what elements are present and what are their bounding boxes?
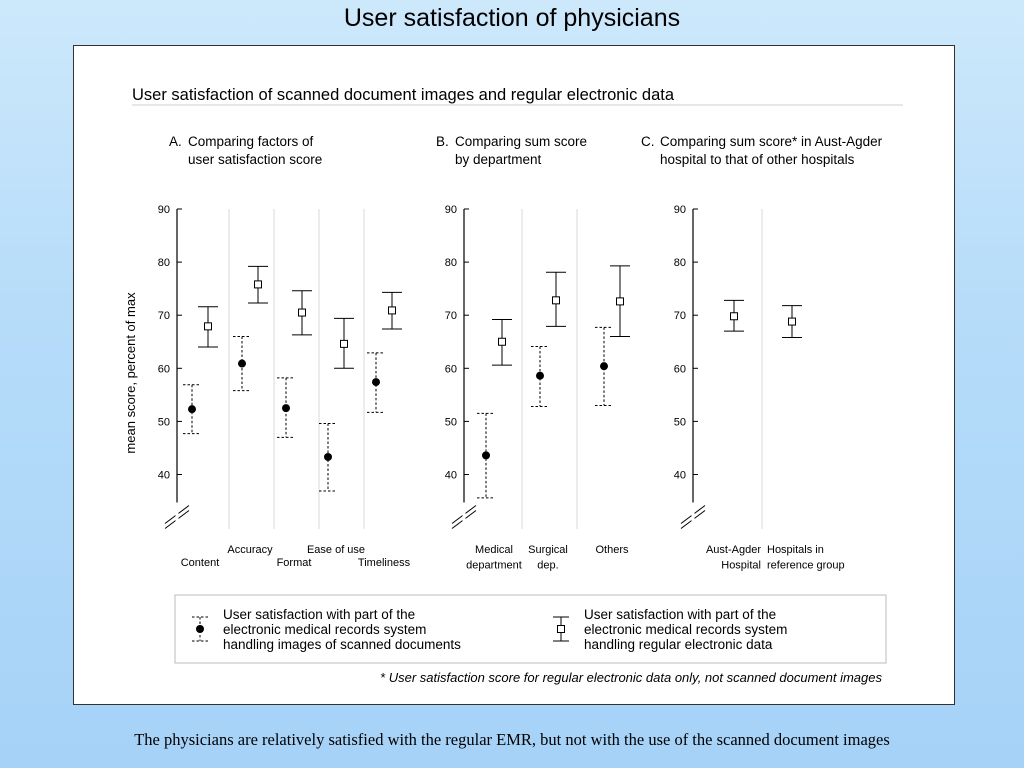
panel-letter: B. xyxy=(436,134,449,149)
category-label: Medical xyxy=(475,544,513,556)
y-tick-label: 80 xyxy=(158,257,170,269)
category-label: Content xyxy=(181,557,220,569)
panel-title-line: hospital to that of other hospitals xyxy=(660,152,855,167)
y-tick-label: 50 xyxy=(158,416,170,428)
y-tick-label: 60 xyxy=(445,363,457,375)
panel-title-line: Comparing sum score xyxy=(455,134,587,149)
y-tick-label: 90 xyxy=(158,204,170,216)
legend-regular-marker xyxy=(557,625,565,633)
scanned-mean-marker xyxy=(282,404,290,413)
legend-regular-text: handling regular electronic data xyxy=(584,637,773,652)
category-label: Hospitals in xyxy=(767,544,824,556)
regular-mean-marker xyxy=(340,339,348,348)
y-tick-label: 50 xyxy=(674,416,686,428)
category-label: department xyxy=(466,560,522,572)
scanned-mean-marker xyxy=(324,452,332,461)
chart-panel-2: B. Comparing sum score by department 40 50 60… xyxy=(436,134,630,572)
chart-panel-1: A. Comparing factors of user satisfaction … xyxy=(158,134,411,569)
scanned-mean-marker xyxy=(482,451,490,460)
legend-scanned-text: handling images of scanned documents xyxy=(223,637,461,652)
regular-mean-marker xyxy=(788,317,796,326)
y-tick-label: 80 xyxy=(445,257,457,269)
y-tick-label: 70 xyxy=(445,310,457,322)
panel-letter: C. xyxy=(641,134,655,149)
category-label: reference group xyxy=(767,560,845,572)
category-label: Hospital xyxy=(721,560,761,572)
scanned-mean-marker xyxy=(238,359,246,368)
legend-box xyxy=(174,594,887,664)
category-label: Timeliness xyxy=(358,557,411,569)
legend-regular-text: electronic medical records system xyxy=(584,622,787,637)
panel-title-line: Comparing factors of xyxy=(188,134,314,149)
charts-group: A. Comparing factors of user satisfaction … xyxy=(158,134,883,572)
regular-mean-marker xyxy=(616,297,624,306)
footnote: * User satisfaction score for regular el… xyxy=(380,670,882,685)
scanned-mean-marker xyxy=(188,405,196,414)
regular-mean-marker xyxy=(388,306,396,315)
scanned-mean-marker xyxy=(536,371,544,380)
legend-scanned-marker xyxy=(196,625,204,633)
legend-scanned-text: User satisfaction with part of the xyxy=(223,607,415,622)
figure-panel: User satisfaction of scanned document im… xyxy=(73,45,955,705)
category-label: Ease of use xyxy=(307,544,365,556)
y-tick-label: 60 xyxy=(158,363,170,375)
figure-title: User satisfaction of scanned document im… xyxy=(132,86,675,104)
y-tick-label: 50 xyxy=(445,416,457,428)
scanned-mean-marker xyxy=(372,378,380,387)
y-tick-label: 40 xyxy=(674,470,686,482)
y-tick-label: 70 xyxy=(674,310,686,322)
scanned-mean-marker xyxy=(600,362,608,371)
y-tick-label: 40 xyxy=(158,470,170,482)
panel-title-line: by department xyxy=(455,152,542,167)
y-axis-label: mean score, percent of max xyxy=(123,292,138,454)
figure-svg: User satisfaction of scanned document im… xyxy=(123,86,903,685)
y-tick-label: 70 xyxy=(158,310,170,322)
category-label: Others xyxy=(595,544,629,556)
panel-letter: A. xyxy=(169,134,182,149)
legend-scanned-text: electronic medical records system xyxy=(223,622,426,637)
slide-title: User satisfaction of physicians xyxy=(343,4,681,32)
category-label: Surgical xyxy=(528,544,568,556)
category-label: Aust-Agder xyxy=(706,544,761,556)
y-tick-label: 80 xyxy=(674,257,686,269)
regular-mean-marker xyxy=(498,337,506,346)
y-tick-label: 90 xyxy=(674,204,686,216)
category-label: dep. xyxy=(537,560,558,572)
category-label: Accuracy xyxy=(227,544,273,556)
y-tick-label: 40 xyxy=(445,470,457,482)
y-tick-label: 90 xyxy=(445,204,457,216)
category-label: Format xyxy=(277,557,312,569)
slide-caption: The physicians are relatively satisfied … xyxy=(134,730,890,749)
chart-panel-3: C. Comparing sum score* in Aust-Agder hosp… xyxy=(641,134,883,572)
regular-mean-marker xyxy=(730,312,738,321)
regular-mean-marker xyxy=(254,280,262,289)
regular-mean-marker xyxy=(204,322,212,331)
regular-mean-marker xyxy=(552,296,560,305)
legend: User satisfaction with part of theelectr… xyxy=(174,594,887,664)
y-tick-label: 60 xyxy=(674,363,686,375)
legend-regular-text: User satisfaction with part of the xyxy=(584,607,776,622)
regular-mean-marker xyxy=(298,308,306,317)
panel-title-line: Comparing sum score* in Aust-Agder xyxy=(660,134,883,149)
panel-title-line: user satisfaction score xyxy=(188,152,322,167)
